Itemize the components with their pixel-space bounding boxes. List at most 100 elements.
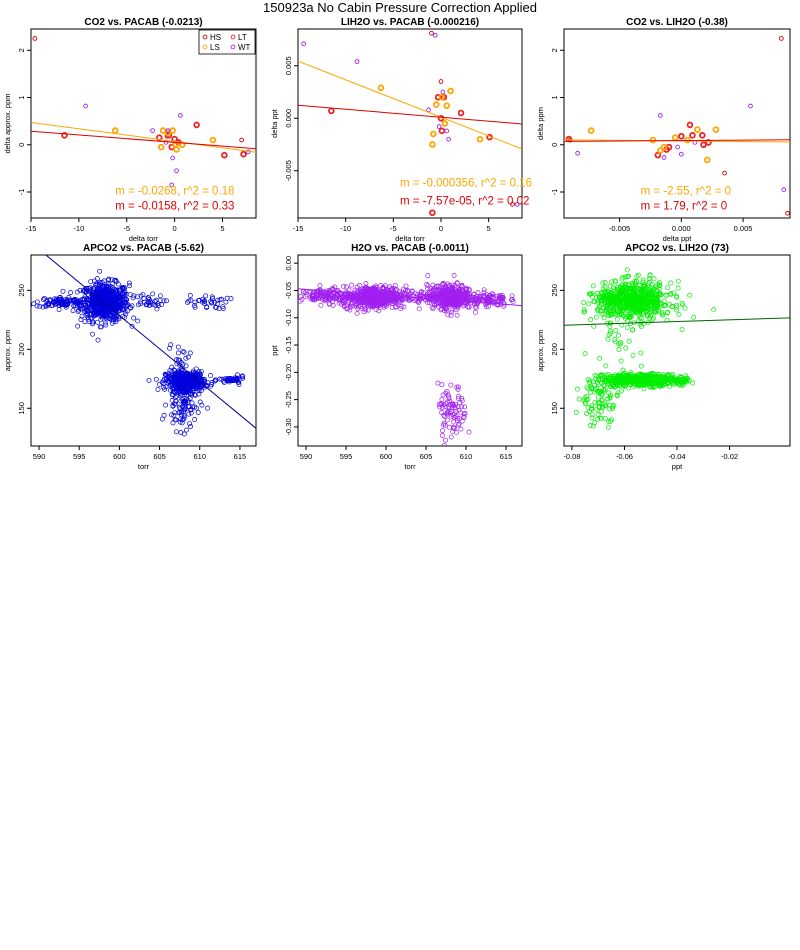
x-tick-label: 595 [73,452,86,461]
point-ls [429,141,436,148]
point [41,297,46,302]
point [112,304,118,310]
point-ls [173,146,180,153]
point [637,286,643,292]
point [657,280,662,286]
point [656,286,662,292]
point [96,285,102,291]
x-axis-label: ppt [672,462,683,471]
plot-frame [563,254,791,447]
point [674,302,680,308]
point [175,344,181,350]
point [581,309,587,315]
point [651,381,657,387]
point-wt [169,182,175,188]
point [181,401,187,407]
x-tick-label: -10 [73,224,84,233]
fit-line-orange [298,60,522,150]
legend: HS LT LS WT [198,29,256,55]
point [601,388,607,394]
point [174,361,180,367]
point [115,281,121,287]
plot-frame [563,28,791,219]
point [589,385,594,391]
point [45,302,51,307]
plot-content [31,36,256,188]
point [178,392,184,398]
point [625,305,631,311]
point [595,411,601,417]
point [616,305,622,311]
plot-frame [30,28,257,219]
point [584,384,590,390]
point [99,313,105,319]
point [146,297,152,302]
point [94,276,100,282]
point [449,307,455,313]
point [372,298,378,304]
point-ls [209,136,217,144]
point [108,284,114,290]
point [90,290,96,296]
point [381,302,387,308]
point [647,272,653,278]
point [601,315,607,321]
point [602,403,608,409]
point [425,286,431,292]
point [64,297,70,303]
point [608,379,614,385]
point [615,284,621,290]
point [179,420,185,426]
point [606,390,612,396]
point [172,410,178,416]
point [187,292,193,298]
point [659,311,665,317]
point [83,289,89,295]
point [443,437,448,443]
point [434,302,440,307]
point [384,301,390,307]
point [445,409,451,414]
point [169,364,175,370]
point [84,296,90,302]
x-tick-label: -15 [293,224,304,233]
point [453,402,459,408]
point [170,420,176,426]
point [415,296,421,302]
point [634,273,640,279]
fit-line-orange [31,121,256,153]
point [621,380,627,386]
point [166,371,172,377]
point [106,276,112,282]
point [660,374,666,380]
point [60,300,65,306]
point [471,292,477,297]
y-tick-label: -0.20 [284,364,293,381]
point [78,317,84,323]
point-wt [163,140,169,145]
point [402,290,408,296]
y-tick-label: 2 [550,48,559,52]
point-wt [170,155,176,161]
point [126,280,132,286]
point [691,314,697,320]
point [168,382,174,388]
y-tick-label: 1 [550,95,559,99]
x-tick-label: 615 [234,452,247,461]
point-wt [436,124,442,129]
point-lt [61,132,68,139]
fit-line-fit [45,255,256,429]
point [155,386,161,392]
point [318,302,324,308]
point [170,403,176,409]
point [456,384,461,390]
point-wt [150,128,155,133]
point [153,297,159,303]
point [169,397,175,403]
point [635,382,641,388]
point-hs [779,36,784,41]
point [181,372,187,378]
point [635,309,641,315]
point [174,393,179,399]
point [442,286,448,292]
